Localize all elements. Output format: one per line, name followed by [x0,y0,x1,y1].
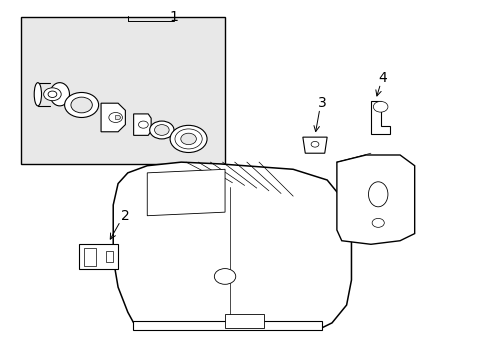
Bar [84,248,96,266]
Text: 4: 4 [378,71,386,85]
Circle shape [181,133,196,145]
Circle shape [149,121,174,139]
Circle shape [43,88,61,101]
Circle shape [138,121,148,128]
Bar [224,314,264,328]
Polygon shape [101,103,125,132]
Polygon shape [147,169,224,216]
Circle shape [175,129,202,149]
Polygon shape [133,114,151,135]
Polygon shape [370,102,389,134]
Ellipse shape [50,83,69,106]
Bar [132,321,322,330]
Circle shape [48,91,57,98]
Polygon shape [302,137,326,153]
Circle shape [109,112,122,122]
Bar [21,18,224,164]
Polygon shape [113,162,351,330]
Ellipse shape [368,182,387,207]
Ellipse shape [371,219,384,227]
Bar [79,244,118,269]
Text: 2: 2 [121,209,129,223]
Polygon shape [116,115,121,120]
Text: 3: 3 [317,96,326,110]
Circle shape [64,93,99,117]
Circle shape [372,102,387,112]
Circle shape [170,125,206,153]
Bar [106,251,113,262]
Text: 1: 1 [169,10,178,24]
Circle shape [154,125,169,135]
Polygon shape [336,155,414,244]
Circle shape [71,97,92,113]
Ellipse shape [34,83,41,106]
Circle shape [310,141,318,147]
Circle shape [214,269,235,284]
